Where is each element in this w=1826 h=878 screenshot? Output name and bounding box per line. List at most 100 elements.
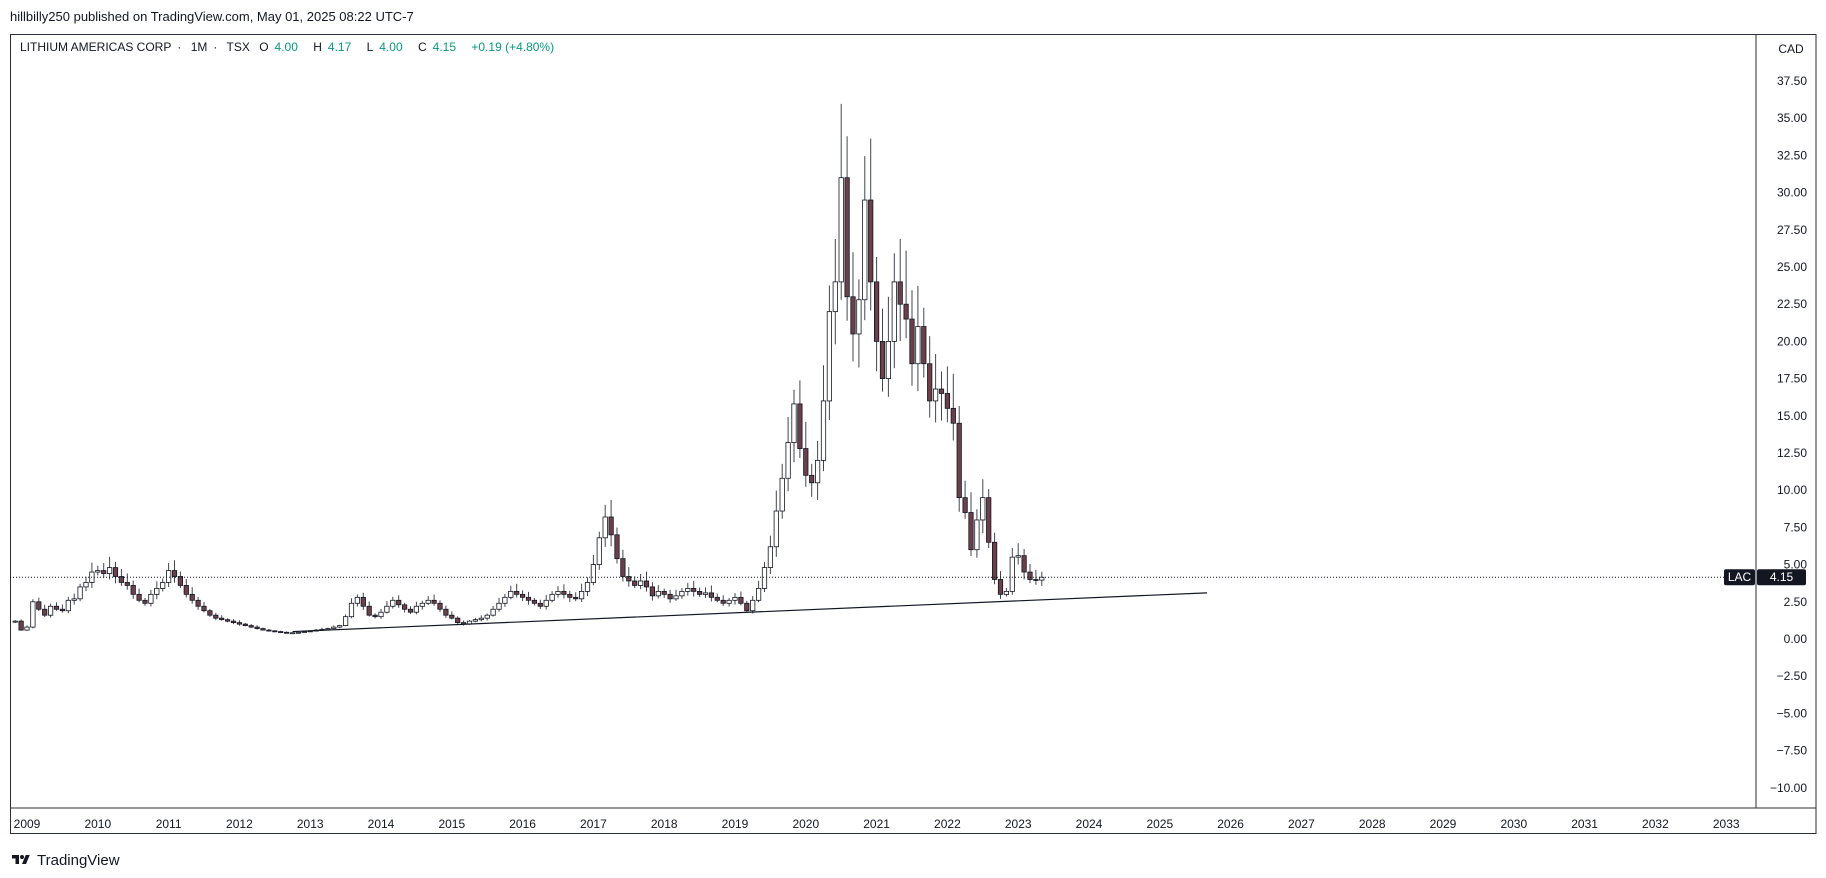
- chart-frame: [10, 34, 1816, 834]
- trendline[interactable]: [292, 592, 1208, 633]
- candle-down: [213, 614, 219, 619]
- candle-down: [42, 608, 48, 616]
- candle-down: [874, 281, 880, 342]
- candle-up: [980, 497, 986, 521]
- candle-up: [384, 605, 390, 613]
- candle-down: [520, 593, 526, 598]
- close-label: C: [418, 40, 427, 54]
- candle-up: [1003, 590, 1010, 595]
- time-tick-label: 2031: [1571, 817, 1598, 831]
- high-label: H: [313, 40, 322, 54]
- candle-down: [921, 326, 927, 365]
- candle-down: [667, 593, 673, 600]
- candle-up: [838, 177, 844, 283]
- candle-down: [661, 590, 667, 595]
- candle-up: [974, 519, 980, 551]
- time-tick-label: 2017: [580, 817, 607, 831]
- candle-up: [95, 570, 101, 573]
- last-price-label: 4.15: [1770, 570, 1794, 584]
- currency-label[interactable]: CAD: [1778, 42, 1804, 56]
- candle-up: [638, 580, 644, 586]
- candle-up: [832, 281, 838, 313]
- candle-down: [897, 281, 903, 305]
- open-value: 4.00: [274, 40, 298, 54]
- candle-up: [425, 599, 431, 604]
- candle-down: [986, 497, 992, 543]
- candle-up: [148, 593, 154, 604]
- candle-down: [455, 617, 461, 624]
- candle-down: [738, 596, 744, 604]
- candle-up: [154, 588, 160, 595]
- candle-up: [331, 626, 337, 629]
- candle-down: [18, 620, 24, 631]
- time-tick-label: 2016: [509, 817, 536, 831]
- time-tick-label: 2030: [1500, 817, 1527, 831]
- candle-down: [183, 585, 189, 595]
- change-value: +0.19 (+4.80%): [471, 40, 555, 54]
- time-tick-label: 2011: [156, 817, 182, 831]
- candle-down: [360, 596, 366, 607]
- time-tick-label: 2012: [226, 817, 253, 831]
- candle-up: [756, 588, 762, 601]
- candle-down: [171, 570, 178, 577]
- candle-up: [24, 626, 30, 631]
- candle-down: [620, 558, 626, 577]
- candle-up: [342, 616, 349, 627]
- time-tick-label: 2009: [14, 817, 41, 831]
- candle-up: [791, 403, 797, 443]
- candle-down: [850, 296, 856, 335]
- candle-down: [531, 599, 538, 604]
- candle-down: [649, 586, 656, 597]
- high-value: 4.17: [327, 40, 352, 54]
- price-tick-label: 17.50: [1777, 372, 1807, 386]
- candle-down: [142, 599, 148, 604]
- candle-up: [289, 632, 296, 635]
- candle-up: [12, 620, 18, 623]
- candle-down: [997, 579, 1004, 595]
- candle-up: [484, 614, 490, 619]
- candle-up: [1039, 576, 1045, 581]
- price-tick-label: 35.00: [1777, 111, 1807, 125]
- candle-down: [632, 580, 638, 586]
- candle-up: [478, 617, 484, 621]
- candle-down: [189, 593, 195, 601]
- candle-down: [59, 608, 66, 612]
- candle-up: [1009, 556, 1015, 592]
- candle-down: [254, 626, 260, 629]
- footer-brand[interactable]: TradingView: [10, 850, 120, 870]
- candle-down: [927, 363, 933, 402]
- candle-down: [224, 619, 231, 622]
- last-price-badge[interactable]: [1757, 569, 1806, 586]
- candle-down: [401, 604, 408, 610]
- candle-up: [107, 567, 113, 574]
- price-tick-label: 20.00: [1777, 334, 1807, 348]
- candle-down: [266, 629, 272, 632]
- candle-down: [201, 605, 207, 612]
- candle-down: [53, 605, 60, 610]
- time-tick-label: 2021: [863, 817, 890, 831]
- time-tick-label: 2024: [1076, 817, 1103, 831]
- candle-down: [230, 620, 237, 624]
- candle-down: [118, 576, 124, 583]
- candle-down: [219, 617, 225, 621]
- candle-down: [950, 407, 956, 424]
- candle-down: [608, 516, 614, 536]
- time-tick-label: 2033: [1713, 817, 1740, 831]
- candle-down: [283, 631, 290, 634]
- candle-down: [372, 614, 378, 618]
- price-tick-label: 27.50: [1777, 223, 1807, 237]
- candle-down: [514, 590, 520, 595]
- candle-down: [278, 631, 284, 633]
- symbol-name[interactable]: LITHIUM AMERICAS CORP: [20, 40, 172, 54]
- candle-down: [177, 576, 183, 586]
- candle-up: [685, 588, 691, 592]
- open-label: O: [259, 40, 269, 54]
- candle-down: [207, 610, 213, 616]
- exchange-label: TSX: [226, 40, 250, 54]
- candle-up: [502, 596, 508, 604]
- candle-down: [720, 599, 726, 604]
- ticker-badge[interactable]: [1724, 569, 1755, 586]
- close-value: 4.15: [432, 40, 457, 54]
- time-tick-label: 2029: [1430, 817, 1457, 831]
